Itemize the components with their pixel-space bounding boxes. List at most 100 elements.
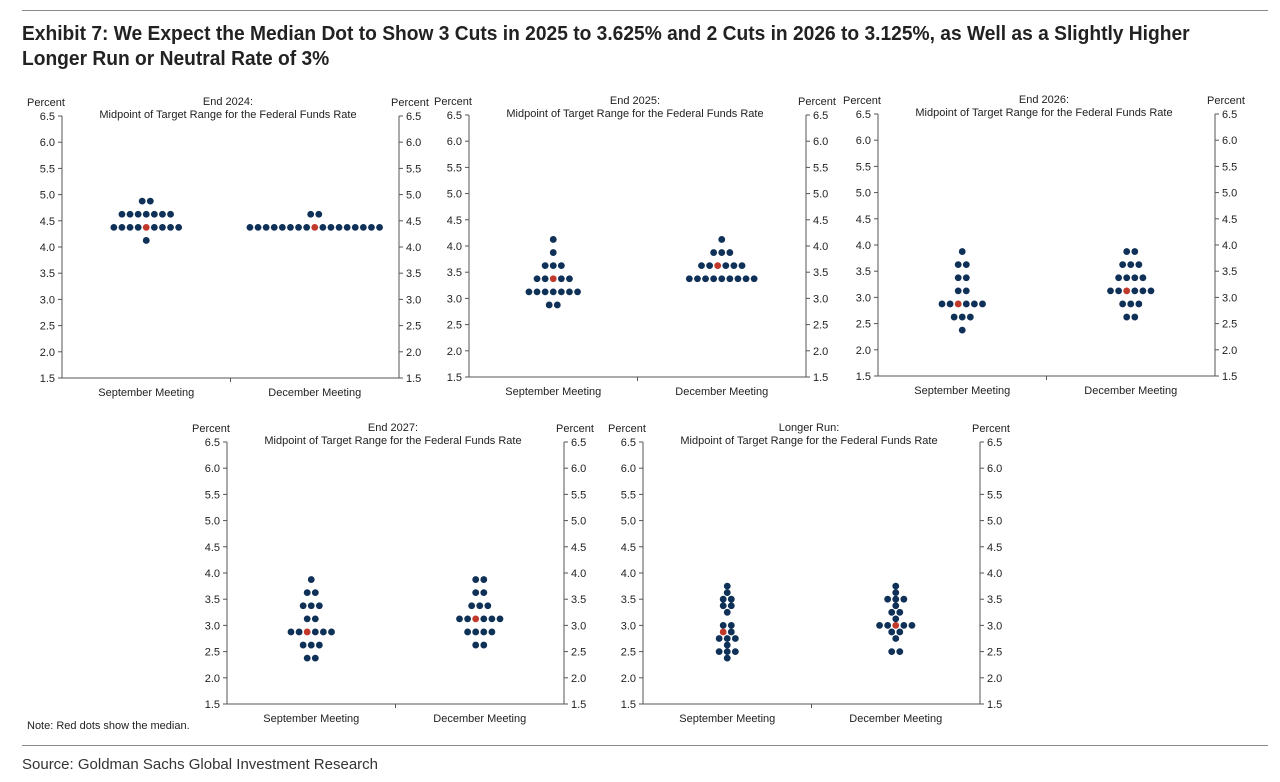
left-tick-label: 4.5	[856, 214, 871, 226]
left-tick-label: 6.5	[621, 437, 636, 449]
participant-dot	[533, 288, 541, 296]
right-tick-label: 5.0	[406, 190, 421, 202]
participant-dot	[723, 641, 731, 649]
chart-title: Longer Run:	[779, 422, 840, 434]
left-tick-label: 6.0	[205, 463, 220, 475]
participant-dot	[303, 615, 311, 623]
participant-dot	[545, 301, 553, 309]
participant-dot	[723, 589, 731, 597]
participant-dot	[315, 641, 323, 649]
participant-dot	[950, 313, 958, 321]
right-tick-label: 5.0	[1222, 188, 1237, 200]
participant-dot	[319, 223, 327, 231]
left-tick-label: 6.5	[856, 109, 871, 121]
left-tick-label: 6.5	[447, 110, 462, 122]
right-tick-label: 6.0	[1222, 135, 1237, 147]
chart-svg-end-2026: End 2026:Midpoint of Target Range for th…	[843, 94, 1245, 397]
x-category-label: September Meeting	[98, 387, 194, 399]
right-axis-label: Percent	[972, 423, 1010, 435]
participant-dot	[900, 622, 908, 629]
participant-dot	[287, 628, 295, 636]
source-line: Source: Goldman Sachs Global Investment …	[22, 756, 379, 773]
x-category-label: December Meeting	[268, 387, 361, 399]
participant-dot	[1135, 300, 1143, 308]
left-tick-label: 2.5	[856, 319, 871, 331]
participant-dot	[892, 602, 900, 610]
participant-dot	[734, 275, 742, 283]
participant-dot	[892, 582, 900, 590]
left-tick-label: 2.5	[40, 321, 55, 333]
participant-dot	[175, 223, 183, 231]
participant-dot	[278, 223, 286, 231]
participant-dot	[718, 236, 726, 243]
right-tick-label: 6.0	[813, 136, 828, 148]
left-tick-label: 4.0	[447, 241, 462, 253]
participant-dot	[472, 589, 480, 597]
participant-dot	[685, 275, 693, 283]
participant-dot	[557, 262, 565, 270]
participant-dot	[719, 595, 727, 603]
participant-dot	[480, 641, 488, 649]
participant-dot	[549, 262, 557, 270]
participant-dot	[706, 262, 713, 270]
right-axis-label: Percent	[1207, 95, 1245, 107]
participant-dot	[262, 223, 270, 231]
participant-dot	[480, 628, 488, 636]
participant-dot	[884, 622, 892, 629]
participant-dot	[134, 210, 142, 218]
right-tick-label: 5.5	[406, 163, 421, 175]
right-tick-label: 6.0	[571, 463, 586, 475]
right-tick-label: 1.5	[571, 699, 586, 711]
x-category-label: September Meeting	[914, 385, 1010, 397]
left-tick-label: 3.0	[621, 620, 636, 632]
participant-dot	[476, 602, 484, 610]
participant-dot	[159, 223, 166, 231]
participant-dot	[484, 602, 492, 610]
participant-dot	[307, 576, 315, 583]
participant-dot	[549, 288, 557, 296]
x-category-label: September Meeting	[505, 386, 601, 398]
left-tick-label: 5.0	[856, 188, 871, 200]
participant-dot	[888, 628, 896, 636]
participant-dot	[718, 275, 726, 283]
chart-title: End 2026:	[1019, 94, 1069, 106]
participant-dot	[150, 210, 158, 218]
chart-note: Note: Red dots show the median.	[27, 720, 190, 732]
chart-panel-end-2024: End 2024: Midpoint of Target Range for th…	[24, 92, 444, 404]
left-tick-label: 3.5	[856, 266, 871, 278]
left-tick-label: 3.0	[40, 294, 55, 306]
participant-dot	[1123, 274, 1131, 282]
participant-dot	[496, 615, 504, 623]
participant-dot	[320, 628, 327, 636]
participant-dot	[1123, 313, 1131, 321]
chart-subtitle: Midpoint of Target Range for the Federal…	[915, 107, 1172, 119]
chart-svg-longer-run: Longer Run:Midpoint of Target Range for …	[608, 422, 1010, 725]
participant-dot	[138, 197, 146, 205]
left-axis-label: Percent	[27, 97, 65, 109]
participant-dot	[254, 223, 262, 231]
right-tick-label: 3.0	[813, 293, 828, 305]
participant-dot	[1123, 248, 1131, 255]
participant-dot	[715, 635, 723, 642]
participant-dot	[359, 223, 367, 231]
participant-dot	[892, 635, 900, 642]
left-tick-label: 5.5	[40, 163, 55, 175]
left-axis-label: Percent	[608, 423, 646, 435]
right-tick-label: 2.0	[987, 673, 1002, 685]
left-axis-label: Percent	[192, 423, 230, 435]
participant-dot	[958, 326, 966, 334]
left-tick-label: 2.0	[621, 673, 636, 685]
participant-dot	[896, 608, 904, 616]
participant-dot	[1147, 287, 1155, 295]
right-tick-label: 6.0	[406, 137, 421, 149]
right-tick-label: 4.5	[571, 542, 586, 554]
participant-dot	[299, 641, 307, 649]
participant-dot	[962, 287, 970, 295]
right-tick-label: 2.5	[813, 320, 828, 332]
chart-svg-end-2024: End 2024:Midpoint of Target Range for th…	[27, 96, 429, 399]
right-tick-label: 1.5	[406, 373, 421, 385]
participant-dot	[719, 622, 727, 629]
participant-dot	[979, 300, 986, 308]
left-tick-label: 3.0	[205, 620, 220, 632]
participant-dot	[464, 628, 471, 636]
